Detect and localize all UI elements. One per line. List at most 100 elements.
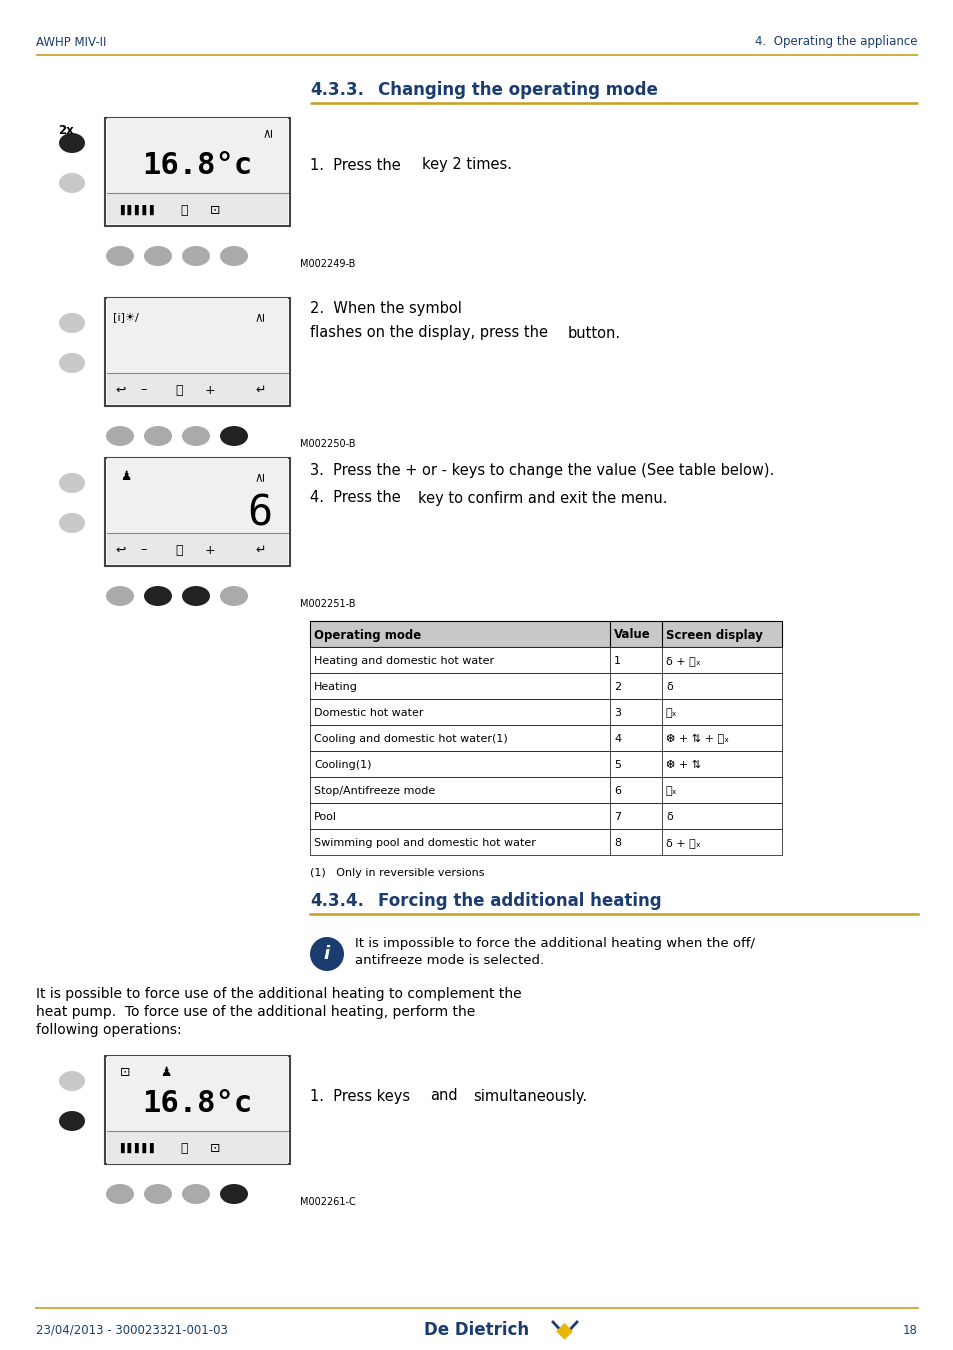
Text: Swimming pool and domestic hot water: Swimming pool and domestic hot water — [314, 838, 536, 848]
Text: Forcing the additional heating: Forcing the additional heating — [377, 892, 661, 910]
Ellipse shape — [220, 246, 248, 266]
Text: ⊡: ⊡ — [120, 1065, 131, 1079]
Text: δ + Ⓙₓ: δ + Ⓙₓ — [665, 656, 700, 666]
Text: AWHP MIV-II: AWHP MIV-II — [36, 35, 107, 49]
Text: Screen display: Screen display — [665, 629, 762, 641]
Bar — [107, 298, 288, 373]
Text: ◆: ◆ — [556, 1320, 573, 1341]
Text: M002251-B: M002251-B — [299, 599, 355, 609]
Text: 6: 6 — [614, 786, 620, 796]
Bar — [107, 533, 288, 564]
Ellipse shape — [59, 313, 85, 333]
Ellipse shape — [59, 134, 85, 153]
Text: 4.3.4.: 4.3.4. — [310, 892, 364, 910]
Bar — [107, 1056, 288, 1131]
Text: 4.  Operating the appliance: 4. Operating the appliance — [755, 35, 917, 49]
Text: ❆ + ⇅ + Ⓙₓ: ❆ + ⇅ + Ⓙₓ — [665, 734, 728, 744]
Text: (1)   Only in reversible versions: (1) Only in reversible versions — [310, 868, 484, 878]
Text: Value: Value — [614, 629, 650, 641]
Bar — [105, 1056, 290, 1164]
Text: ≥: ≥ — [253, 310, 266, 321]
Bar — [310, 829, 781, 855]
Text: 2x: 2x — [58, 123, 73, 136]
Text: Stop/Antifreeze mode: Stop/Antifreeze mode — [314, 786, 435, 796]
Text: M002261-C: M002261-C — [299, 1197, 355, 1207]
Text: 16.8°c: 16.8°c — [142, 151, 253, 181]
Text: and: and — [430, 1088, 457, 1103]
Text: 1: 1 — [614, 656, 620, 666]
Text: ↵: ↵ — [254, 383, 265, 397]
Ellipse shape — [59, 1111, 85, 1131]
Text: flashes on the display, press the: flashes on the display, press the — [310, 325, 547, 340]
Ellipse shape — [59, 173, 85, 193]
Text: Ⓙₓ: Ⓙₓ — [665, 707, 677, 718]
Bar — [107, 117, 288, 193]
Text: Pool: Pool — [314, 811, 336, 822]
Text: 3.  Press the + or - keys to change the value (See table below).: 3. Press the + or - keys to change the v… — [310, 463, 774, 478]
Text: Cooling and domestic hot water(1): Cooling and domestic hot water(1) — [314, 734, 507, 744]
Text: M002249-B: M002249-B — [299, 259, 355, 269]
Text: 4: 4 — [614, 734, 620, 744]
Text: 🌡: 🌡 — [180, 1142, 188, 1154]
Bar — [107, 373, 288, 404]
Bar — [310, 674, 781, 699]
Ellipse shape — [106, 427, 133, 446]
Ellipse shape — [59, 1071, 85, 1091]
Bar — [310, 699, 781, 725]
Text: 23/04/2013 - 300023321-001-03: 23/04/2013 - 300023321-001-03 — [36, 1323, 228, 1336]
Text: 🌡: 🌡 — [174, 383, 182, 397]
Text: 2: 2 — [614, 682, 620, 693]
Bar — [310, 751, 781, 778]
Text: following operations:: following operations: — [36, 1023, 181, 1037]
Text: ▌▌▌▌▌: ▌▌▌▌▌ — [120, 1143, 157, 1153]
Text: 5: 5 — [614, 760, 620, 770]
Text: ≥: ≥ — [261, 127, 274, 138]
Text: heat pump.  To force use of the additional heating, perform the: heat pump. To force use of the additiona… — [36, 1004, 475, 1019]
Text: De Dietrich: De Dietrich — [424, 1322, 529, 1339]
Text: Changing the operating mode: Changing the operating mode — [377, 81, 658, 99]
Ellipse shape — [144, 427, 172, 446]
Text: key to confirm and exit the menu.: key to confirm and exit the menu. — [417, 490, 667, 505]
Bar — [310, 778, 781, 803]
Ellipse shape — [182, 427, 210, 446]
Text: 🌡: 🌡 — [174, 544, 182, 556]
Text: 6: 6 — [247, 491, 273, 535]
Ellipse shape — [144, 1184, 172, 1204]
Text: i: i — [324, 945, 330, 963]
Text: ≥: ≥ — [253, 471, 266, 481]
Text: Ⓙₓ: Ⓙₓ — [665, 786, 677, 796]
Text: Heating and domestic hot water: Heating and domestic hot water — [314, 656, 494, 666]
Text: 3: 3 — [614, 707, 620, 718]
Text: simultaneously.: simultaneously. — [473, 1088, 586, 1103]
Text: δ: δ — [665, 682, 672, 693]
Text: δ: δ — [665, 811, 672, 822]
Ellipse shape — [59, 352, 85, 373]
Bar — [310, 803, 781, 829]
Ellipse shape — [106, 1184, 133, 1204]
Text: key 2 times.: key 2 times. — [421, 158, 512, 173]
Ellipse shape — [106, 246, 133, 266]
Text: [i]☀/: [i]☀/ — [112, 313, 138, 323]
Bar — [310, 621, 781, 647]
Text: ❆ + ⇅: ❆ + ⇅ — [665, 760, 700, 770]
Bar — [310, 725, 781, 751]
Text: It is possible to force use of the additional heating to complement the: It is possible to force use of the addit… — [36, 987, 521, 1000]
Bar — [310, 647, 781, 674]
Text: 🌡: 🌡 — [180, 204, 188, 216]
Bar — [107, 193, 288, 224]
Text: ⊡: ⊡ — [210, 204, 220, 216]
Text: 4.  Press the: 4. Press the — [310, 490, 400, 505]
Bar — [107, 458, 288, 533]
Text: ♟: ♟ — [120, 470, 132, 482]
Text: ↩: ↩ — [115, 544, 126, 556]
Text: ▌▌▌▌▌: ▌▌▌▌▌ — [120, 205, 157, 215]
Text: 4.3.3.: 4.3.3. — [310, 81, 364, 99]
Circle shape — [310, 937, 344, 971]
Text: ♟: ♟ — [160, 1065, 172, 1079]
Ellipse shape — [59, 513, 85, 533]
Ellipse shape — [144, 246, 172, 266]
Ellipse shape — [59, 472, 85, 493]
Text: M002250-B: M002250-B — [299, 439, 355, 450]
Bar — [105, 117, 290, 225]
Bar — [107, 1131, 288, 1164]
